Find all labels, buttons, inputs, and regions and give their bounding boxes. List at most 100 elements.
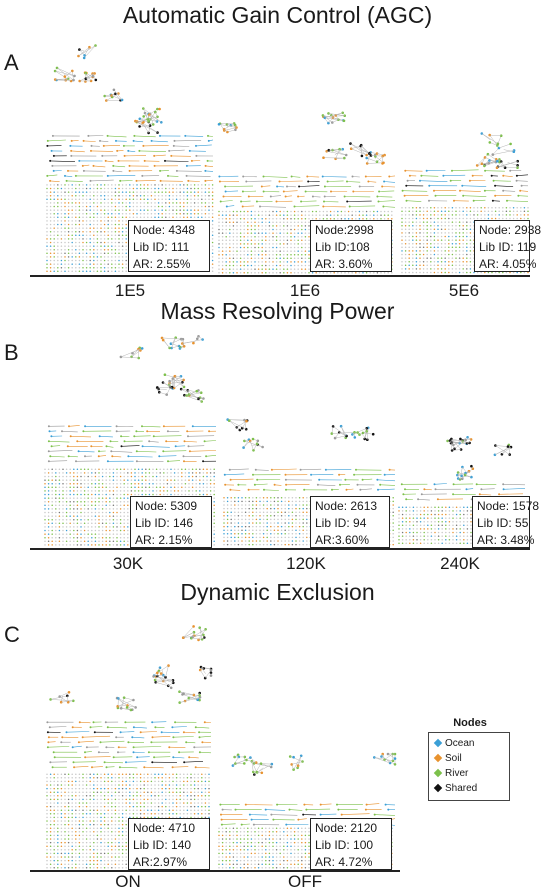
network-node [469,246,472,249]
network-node [182,455,185,458]
network-node [118,212,120,215]
network-node [229,250,231,252]
network-node [44,511,46,514]
network-node [50,149,53,152]
network-node [67,216,70,219]
network-node [516,271,518,274]
network-node [250,246,253,249]
network-node [293,210,296,213]
network-node [44,508,46,510]
network-node [46,144,49,147]
network-node [469,268,472,270]
network-node [225,243,227,245]
network-node [218,257,220,260]
network-node [257,225,260,227]
network-edge [99,436,113,438]
network-edge [141,426,161,428]
network-node [165,440,168,443]
network-node [107,184,109,186]
network-node [430,206,432,209]
network-node [139,212,142,215]
network-node [119,490,122,492]
network-edge [174,376,185,388]
network-node [85,234,88,237]
network-node [509,271,511,274]
network-node [261,235,263,238]
network-node [190,191,192,193]
network-node [44,500,46,503]
network-node [114,238,117,240]
network-node [111,202,113,204]
network-node [69,468,71,471]
network-node [111,245,113,247]
network-node [67,198,70,201]
network-node [202,475,205,478]
network-node [283,235,285,238]
network-node [356,483,359,486]
network-node [132,202,135,204]
network-node [272,264,274,267]
network-node [75,216,77,219]
network-node [433,217,436,220]
network-node [87,540,89,543]
network-node [109,518,111,521]
network-node [80,518,82,521]
network-node [186,202,189,204]
network-node [358,185,361,188]
network-node [112,500,115,503]
network-node [261,214,263,216]
network-edge [229,420,240,431]
network-node [448,232,450,234]
network-node [197,198,199,201]
network-node [100,191,102,193]
network-node [268,225,271,227]
network-node [211,205,214,208]
network-node [75,194,77,197]
network-node [47,518,50,521]
network-node [247,271,249,274]
network-node [107,256,109,258]
network-node [109,490,111,492]
network-node [67,263,70,265]
network-node [422,235,425,238]
network-node [415,210,418,213]
network-edge [377,479,396,482]
network-node [150,209,153,211]
network-node [65,511,68,514]
network-node [448,268,450,270]
network-node [232,239,235,242]
network-edge [189,390,197,395]
network-node [143,194,145,197]
network-node [255,200,258,203]
network-node [202,482,205,485]
network-node [188,493,190,496]
network-node [437,271,439,274]
network-node [444,257,446,259]
network-node [82,256,84,258]
network-node [119,504,122,507]
network-node [75,266,77,269]
network-node [107,234,109,237]
network-node [302,497,304,499]
network-node [221,210,224,213]
network-node [494,184,497,187]
network-node [279,253,281,256]
network-edge [186,175,211,177]
network-node [71,223,73,226]
network-node [404,260,407,263]
network-node [125,270,127,273]
network-node [476,214,479,216]
network-node [76,486,79,489]
network-node [97,455,100,458]
network-node [69,497,71,499]
network-node [57,216,59,219]
network-node [141,174,144,177]
network-node [75,252,77,255]
network-edge [83,140,96,142]
network-node [105,522,107,525]
network-node [211,270,214,273]
network-node [85,198,88,201]
network-node [208,194,210,197]
network-node [55,497,57,499]
network-node [98,450,100,453]
